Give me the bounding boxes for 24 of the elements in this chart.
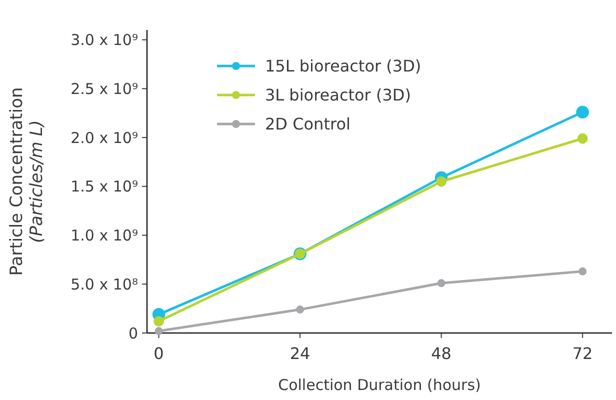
y-tick-label: 2.0 x 10⁹ [70, 128, 138, 147]
point [437, 279, 446, 288]
point [154, 316, 164, 326]
point [436, 176, 447, 187]
y-tick-label: 1.0 x 10⁹ [70, 226, 138, 245]
y-tick-label: 0 [128, 324, 138, 342]
point [154, 327, 163, 336]
y-tick-label: 2.5 x 10⁹ [70, 80, 138, 98]
y-axis-title: Particle Concentration (Particles/m L) [7, 87, 47, 276]
x-tick-label: 72 [572, 344, 593, 363]
point [576, 106, 589, 119]
legend-label: 3L bioreactor (3D) [265, 86, 411, 105]
x-tick-label: 24 [290, 344, 310, 363]
x-axis-title: Collection Duration (hours) [278, 376, 481, 394]
legend-label: 15L bioreactor (3D) [265, 56, 422, 76]
y-tick-label: 3.0 x 10⁹ [70, 31, 138, 50]
point [577, 133, 588, 144]
point [578, 267, 587, 276]
y-tick-label: 1.5 x 10⁹ [70, 178, 138, 196]
legend-label: 2D Control [265, 114, 350, 134]
x-tick-label: 0 [154, 344, 164, 363]
y-tick-label: 5.0 x 10⁸ [70, 275, 138, 294]
x-tick-label: 48 [431, 344, 452, 363]
point [296, 306, 304, 314]
